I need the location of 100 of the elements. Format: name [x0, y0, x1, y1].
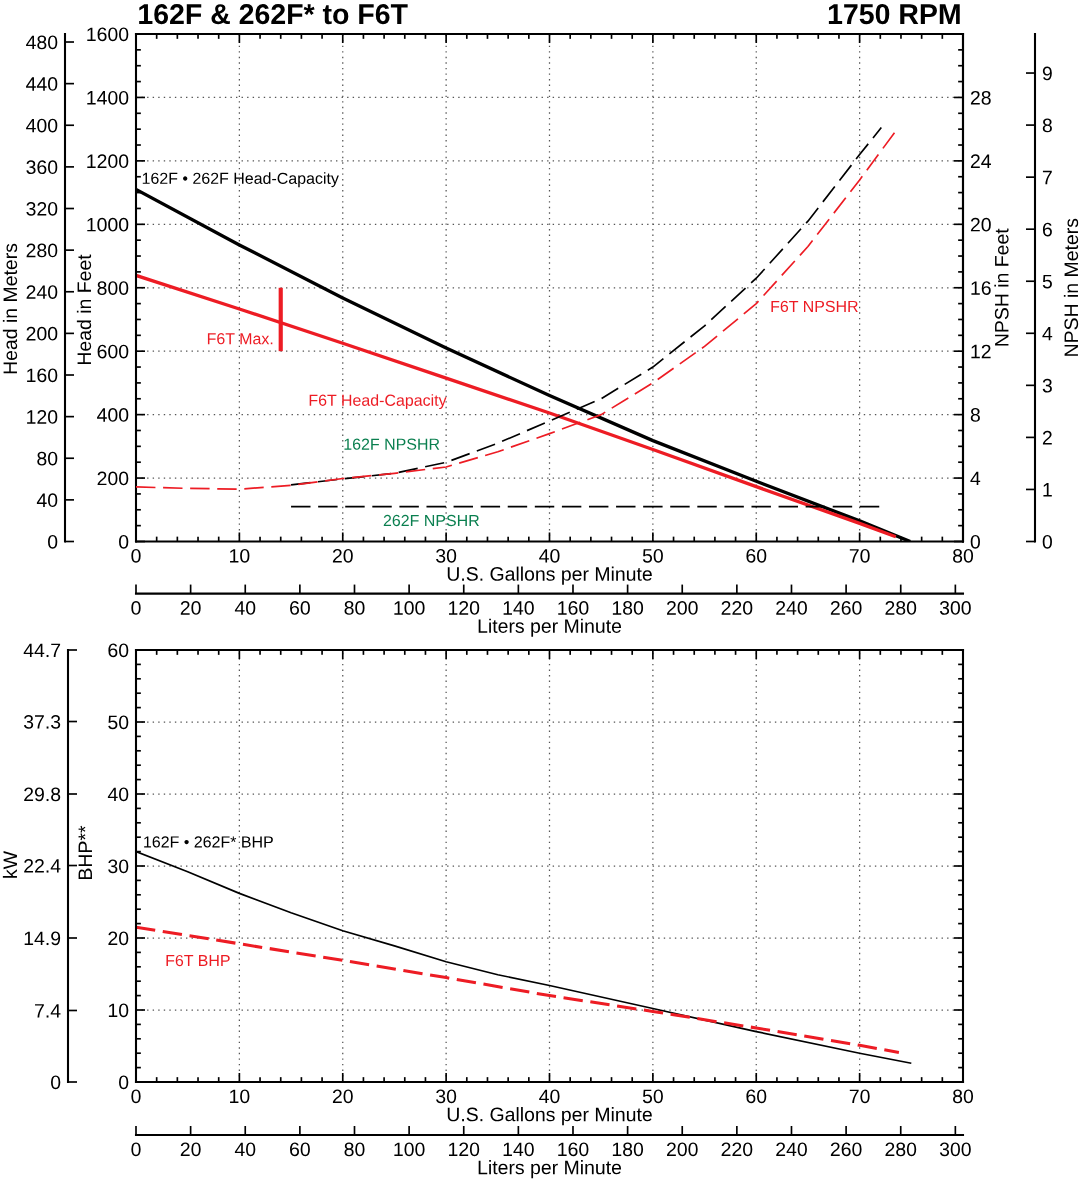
x-axis-title: U.S. Gallons per Minute — [447, 1107, 652, 1126]
x2-tick-label: 80 — [344, 601, 365, 615]
x2-tick-label: 220 — [721, 601, 753, 615]
y2-tick-label: 0 — [51, 1075, 61, 1090]
x2-tick-label: 20 — [180, 1142, 201, 1157]
chart-subtitle: 1750 RPM — [828, 4, 960, 25]
y2-tick-label: 40 — [36, 493, 58, 508]
y-tick-label: 1400 — [87, 90, 129, 105]
y-tick-label: 8 — [970, 408, 980, 422]
y-tick-label: 60 — [108, 643, 129, 658]
y2-tick-label: 440 — [26, 77, 58, 91]
y2-tick-label: 9 — [1042, 66, 1052, 81]
y-tick-label: 200 — [97, 471, 129, 486]
y2-tick-label: 320 — [26, 201, 58, 216]
y-tick-label: 50 — [108, 715, 129, 730]
x-tick-label: 30 — [436, 1089, 457, 1104]
x2-tick-label: 160 — [558, 601, 589, 615]
x-axis-title: U.S. Gallons per Minute — [447, 566, 652, 585]
x-tick-label: 70 — [849, 548, 870, 563]
y-tick-label: 600 — [97, 344, 129, 359]
series-label: F6T NPSHR — [771, 300, 858, 313]
y2-tick-label: 280 — [26, 243, 58, 258]
x2-tick-label: 180 — [612, 1142, 644, 1157]
x2-axis-title: Liters per Minute — [478, 618, 622, 637]
x-tick-label: 40 — [539, 548, 560, 563]
x-tick-label: 10 — [230, 1089, 250, 1104]
y2-tick-label: 240 — [26, 285, 58, 299]
y-tick-label: 30 — [108, 859, 129, 874]
series-label: F6T BHP — [166, 954, 230, 967]
y2-tick-label: 29.8 — [24, 787, 61, 802]
y-axis-title: NPSH in Feet — [994, 228, 1009, 346]
x2-tick-label: 200 — [666, 1142, 698, 1157]
series-label: F6T Max. — [207, 333, 273, 345]
x2-tick-label: 300 — [939, 601, 971, 615]
y-axis-title: Head in Feet — [76, 254, 92, 365]
x-tick-label: 50 — [642, 1089, 663, 1104]
x2-tick-label: 40 — [234, 1142, 256, 1157]
x-tick-label: 20 — [332, 1089, 353, 1104]
x-tick-label: 40 — [539, 1089, 560, 1104]
y2-tick-label: 2 — [1042, 430, 1052, 445]
x2-tick-label: 200 — [666, 601, 698, 615]
y2-tick-label: 44.7 — [23, 643, 61, 658]
y-tick-label: 1600 — [87, 27, 129, 42]
x-tick-label: 60 — [746, 548, 767, 563]
x2-tick-label: 80 — [344, 1142, 365, 1157]
y-tick-label: 20 — [970, 217, 991, 232]
x-tick-label: 60 — [746, 1089, 767, 1104]
x2-axis-title: Liters per Minute — [478, 1160, 622, 1179]
x2-tick-label: 100 — [394, 601, 425, 615]
x2-tick-label: 260 — [830, 601, 862, 615]
y-tick-label: 40 — [107, 787, 129, 802]
x-tick-label: 0 — [131, 1089, 141, 1104]
line-series — [136, 925, 901, 1055]
y2-tick-label: 7 — [1042, 170, 1052, 185]
y2-tick-label: 3 — [1042, 378, 1052, 393]
x2-tick-label: 260 — [830, 1142, 862, 1157]
y-tick-label: 10 — [108, 1003, 129, 1018]
x-tick-label: 80 — [953, 1089, 974, 1104]
chart-title: 162F & 262F* to F6T — [139, 4, 408, 25]
y-tick-label: 20 — [108, 931, 129, 946]
x-tick-label: 10 — [230, 548, 250, 563]
y-tick-label: 12 — [971, 344, 991, 359]
x2-tick-label: 40 — [234, 601, 256, 615]
x2-tick-label: 140 — [503, 601, 534, 615]
y2-tick-label: 14.9 — [24, 931, 61, 946]
y-tick-label: 0 — [119, 534, 129, 549]
y-tick-label: 0 — [119, 1075, 129, 1090]
x2-tick-label: 180 — [612, 601, 644, 615]
x-tick-label: 70 — [849, 1089, 870, 1104]
x2-tick-label: 60 — [290, 1142, 310, 1157]
y-tick-label: 0 — [970, 534, 980, 549]
x2-tick-label: 100 — [394, 1142, 425, 1157]
series-label: 162F NPSHR — [344, 438, 440, 450]
y-tick-label: 1000 — [87, 217, 129, 232]
x2-tick-label: 120 — [449, 1142, 480, 1157]
x2-tick-label: 220 — [721, 1142, 753, 1157]
y2-tick-label: 120 — [27, 410, 58, 424]
y-axis-title: BHP** — [78, 825, 92, 879]
y2-tick-label: 6 — [1042, 222, 1052, 237]
y-tick-label: 800 — [97, 281, 129, 295]
series-label: F6T Head-Capacity — [309, 394, 447, 410]
y-tick-label: 1200 — [87, 154, 129, 169]
x-tick-label: 0 — [131, 548, 141, 563]
x2-tick-label: 120 — [449, 601, 480, 615]
x-tick-label: 50 — [642, 548, 663, 563]
y-tick-label: 400 — [97, 408, 129, 422]
y2-tick-label: 360 — [26, 160, 58, 175]
y2-tick-label: 0 — [48, 534, 58, 549]
y2-tick-label: 400 — [26, 118, 58, 133]
series-label: 162F • 262F Head-Capacity — [142, 172, 339, 188]
y2-axis-title: kW — [2, 851, 17, 878]
y-tick-label: 24 — [970, 154, 991, 168]
x2-tick-label: 280 — [885, 601, 917, 615]
x2-tick-label: 300 — [939, 1142, 971, 1157]
x-tick-label: 20 — [332, 548, 353, 563]
y-tick-label: 4 — [970, 471, 981, 486]
y2-tick-label: 4 — [1042, 326, 1053, 341]
x2-tick-label: 0 — [131, 601, 141, 615]
x2-tick-label: 140 — [503, 1142, 534, 1157]
y-tick-label: 28 — [970, 90, 991, 105]
